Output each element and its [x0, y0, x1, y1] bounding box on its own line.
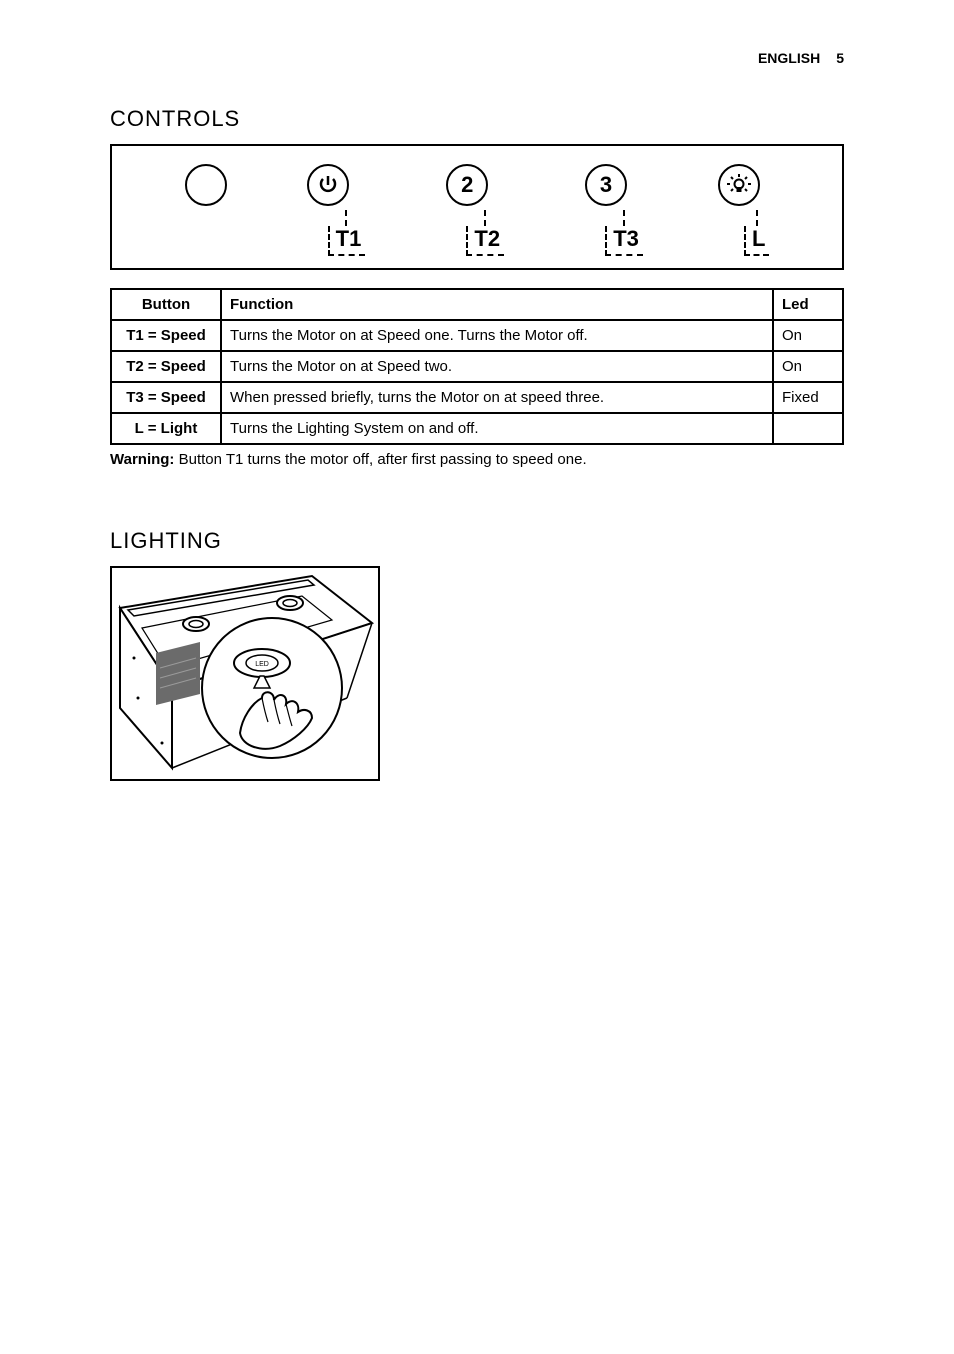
cell-led: [773, 413, 843, 444]
control-label-l: L: [744, 226, 769, 256]
speed3-icon: 3: [585, 164, 627, 206]
control-label-t2: T2: [466, 226, 504, 256]
col-button: Button: [111, 289, 221, 320]
cell-button: T2 = Speed: [111, 351, 221, 382]
table-row: T2 = Speed Turns the Motor on at Speed t…: [111, 351, 843, 382]
cell-function: Turns the Motor on at Speed two.: [221, 351, 773, 382]
power-icon: [307, 164, 349, 206]
cell-function: When pressed briefly, turns the Motor on…: [221, 382, 773, 413]
cell-function: Turns the Motor on at Speed one. Turns t…: [221, 320, 773, 351]
col-function: Function: [221, 289, 773, 320]
function-table: Button Function Led T1 = Speed Turns the…: [110, 288, 844, 445]
controls-panel: T1 2 T2 3 T3: [110, 144, 844, 270]
blank-button-icon: [185, 164, 227, 206]
lighting-illustration: LED: [110, 566, 380, 781]
control-t1: T1: [292, 164, 366, 256]
cell-function: Turns the Lighting System on and off.: [221, 413, 773, 444]
control-blank: [185, 164, 227, 250]
control-label-t1: T1: [328, 226, 366, 256]
table-header-row: Button Function Led: [111, 289, 843, 320]
svg-text:LED: LED: [255, 661, 269, 668]
page-header: ENGLISH 5: [110, 50, 844, 66]
cell-button: T1 = Speed: [111, 320, 221, 351]
speed2-icon: 2: [446, 164, 488, 206]
col-led: Led: [773, 289, 843, 320]
warning-note: Warning: Button T1 turns the motor off, …: [110, 451, 844, 468]
control-t2: 2 T2: [430, 164, 504, 256]
table-row: L = Light Turns the Lighting System on a…: [111, 413, 843, 444]
controls-section-title: CONTROLS: [110, 106, 844, 132]
warning-text: Button T1 turns the motor off, after fir…: [174, 451, 586, 468]
control-light: L: [708, 164, 769, 256]
cell-button: L = Light: [111, 413, 221, 444]
cell-button: T3 = Speed: [111, 382, 221, 413]
light-icon: [718, 164, 760, 206]
control-t3: 3 T3: [569, 164, 643, 256]
cell-led: Fixed: [773, 382, 843, 413]
cell-led: On: [773, 351, 843, 382]
control-label-t3: T3: [605, 226, 643, 256]
lighting-section-title: LIGHTING: [110, 528, 844, 554]
table-row: T3 = Speed When pressed briefly, turns t…: [111, 382, 843, 413]
warning-prefix: Warning:: [110, 451, 174, 468]
language-label: ENGLISH: [758, 50, 820, 66]
page-number: 5: [836, 50, 844, 66]
table-row: T1 = Speed Turns the Motor on at Speed o…: [111, 320, 843, 351]
cell-led: On: [773, 320, 843, 351]
